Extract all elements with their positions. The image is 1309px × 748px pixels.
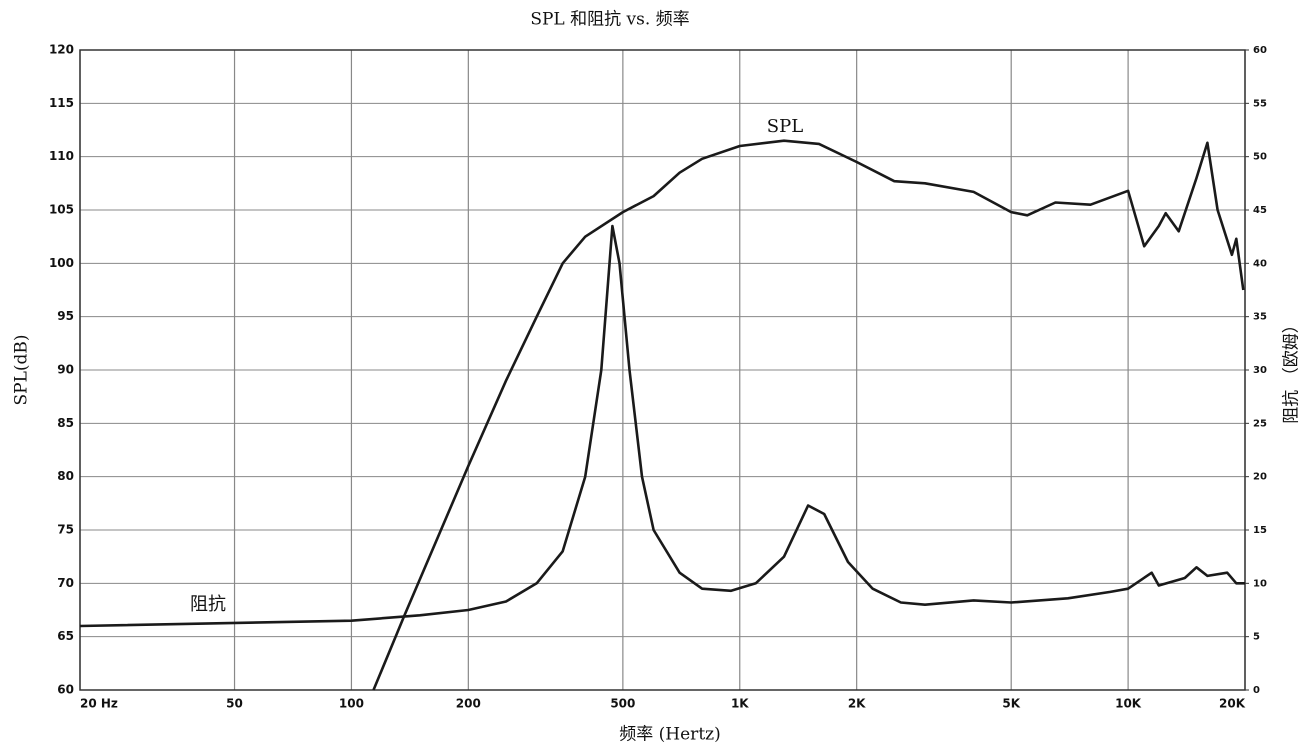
x-tick-label: 2K: [848, 697, 866, 711]
x-axis-label: 频率 (Hertz): [619, 725, 720, 745]
y2-tick-label: 25: [1253, 418, 1267, 429]
y-tick-label: 110: [49, 149, 74, 163]
y-tick-label: 80: [57, 469, 74, 483]
y2-tick-label: 60: [1253, 45, 1267, 56]
y2-tick-label: 15: [1253, 525, 1267, 536]
y2-tick-label: 20: [1253, 472, 1267, 483]
plot-frame: [79, 49, 1246, 691]
y-tick-label: 65: [57, 629, 74, 643]
y2-tick-label: 10: [1253, 578, 1267, 589]
y-tick-label: 115: [49, 96, 74, 110]
x-tick-label: 5K: [1002, 697, 1020, 711]
y-axis-label: SPL(dB): [12, 334, 32, 405]
annotation-bg: [763, 116, 807, 138]
y-tick-label: 85: [57, 416, 74, 430]
annotation: SPL: [767, 116, 803, 137]
annotation-bg: [186, 594, 230, 616]
x-tick-label: 500: [610, 697, 635, 711]
y2-tick-label: 0: [1253, 685, 1260, 696]
x-tick-label: 10K: [1115, 697, 1142, 711]
x-tick-label: 50: [226, 697, 243, 711]
y2-axis-label: 阻抗 （欧姆）: [1282, 316, 1302, 423]
y2-tick-label: 50: [1253, 152, 1267, 163]
x-tick-label: 200: [456, 697, 481, 711]
y2-tick-label: 35: [1253, 312, 1267, 323]
series-line: [372, 139, 1245, 691]
y-tick-label: 100: [49, 256, 74, 270]
y2-tick-label: 5: [1253, 632, 1260, 643]
y2-tick-label: 40: [1253, 258, 1267, 269]
x-tick-label: 20K: [1219, 697, 1246, 711]
x-tick-label: 100: [339, 697, 364, 711]
y2-tick-label: 55: [1253, 98, 1267, 109]
y2-tick-label: 45: [1253, 205, 1267, 216]
chart-title: SPL 和阻抗 vs. 频率: [530, 10, 689, 30]
y-tick-label: 105: [49, 203, 74, 217]
y-tick-label: 90: [57, 363, 74, 377]
y2-tick-label: 30: [1253, 365, 1267, 376]
y-tick-label: 120: [49, 43, 74, 57]
y-tick-label: 60: [57, 683, 74, 697]
series-line: [79, 224, 1245, 628]
y-tick-label: 95: [57, 309, 74, 323]
y-tick-label: 75: [57, 523, 74, 537]
x-tick-label: 1K: [731, 697, 749, 711]
x-tick-label: 20 Hz: [80, 697, 118, 711]
y-tick-label: 70: [57, 576, 74, 590]
annotation: 阻抗: [190, 594, 226, 615]
